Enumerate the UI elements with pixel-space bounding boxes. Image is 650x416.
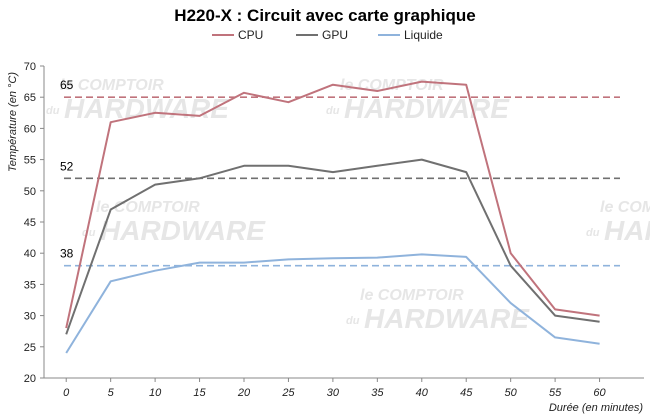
reference-lines: 65 52 38 (60, 78, 620, 267)
watermark-line1: le COMPTOIR (60, 77, 164, 94)
legend-label: CPU (238, 28, 263, 42)
x-tick-label: 35 (371, 387, 384, 399)
legend: CPU GPU Liquide (212, 28, 443, 42)
y-tick-label: 50 (24, 186, 36, 198)
y-tick-label: 70 (24, 61, 36, 73)
y-tick-label: 65 (24, 92, 36, 104)
watermark-prefix: du (326, 105, 340, 117)
x-tick-label: 15 (193, 387, 206, 399)
x-tick-label: 10 (149, 387, 162, 399)
x-tick-label: 25 (281, 387, 295, 399)
x-tick-label: 20 (237, 387, 251, 399)
watermark-line1: le COMPTOIR (360, 287, 464, 304)
series-layer (65, 80, 600, 354)
x-tick-label: 40 (416, 387, 429, 399)
reference-line-label: 65 (60, 78, 74, 92)
watermark-line1: le COMPTOIR (340, 77, 444, 94)
series-line-cpu (65, 80, 600, 329)
watermark-line2: HARDWARE (100, 215, 266, 246)
watermark-line2: HARDWARE (344, 93, 510, 124)
watermark-line2: HARDWARE (364, 303, 530, 334)
y-tick-label: 40 (24, 248, 36, 260)
x-tick-label: 60 (593, 387, 606, 399)
reference-line-label: 52 (60, 159, 74, 173)
series-line-gpu (65, 158, 600, 335)
y-tick-label: 35 (24, 279, 36, 291)
y-tick-label: 60 (24, 123, 36, 135)
chart-title: H220-X : Circuit avec carte graphique (174, 6, 475, 25)
x-axis-label: Durée (en minutes) (549, 402, 643, 414)
watermark-prefix: du (46, 105, 60, 117)
watermark-line1: le COMPTOIR (96, 199, 200, 216)
x-tick-label: 45 (460, 387, 473, 399)
x-tick-label: 0 (63, 387, 70, 399)
series-line-liquide (65, 253, 600, 354)
watermark-prefix: du (346, 315, 360, 327)
x-tick-label: 5 (108, 387, 115, 399)
y-tick-label: 20 (24, 373, 36, 385)
x-tick-label: 55 (549, 387, 562, 399)
watermark-line1: le COMPTOIR (600, 199, 650, 216)
x-tick-label: 30 (327, 387, 340, 399)
reference-line-label: 38 (60, 247, 74, 261)
watermark-prefix: du (82, 227, 96, 239)
watermark-line2: HARDWARE (604, 215, 650, 246)
watermark-line2: HARDWARE (64, 93, 230, 124)
x-tick-label: 50 (505, 387, 518, 399)
y-tick-label: 30 (24, 311, 36, 323)
y-axis-label: Température (en °C) (7, 72, 19, 172)
y-tick-label: 25 (24, 342, 36, 354)
legend-label: GPU (322, 28, 348, 42)
y-tick-label: 45 (24, 217, 36, 229)
legend-label: Liquide (404, 28, 443, 42)
y-tick-label: 55 (24, 155, 36, 167)
axes: 20 25 30 35 40 45 50 55 60 65 70 0 5 10 15 20 25 30 35 40 45… (24, 61, 644, 399)
watermark-prefix: du (586, 227, 600, 239)
